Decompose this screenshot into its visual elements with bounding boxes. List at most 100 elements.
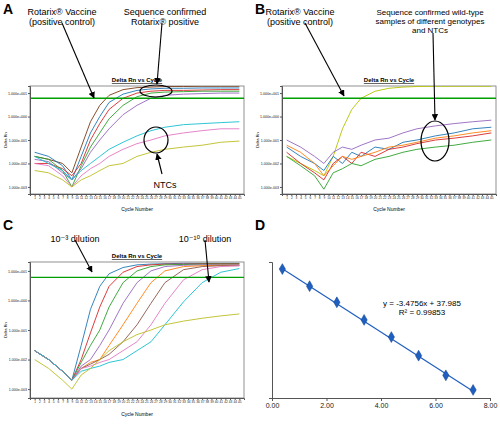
- tick-label: 37: [453, 196, 457, 200]
- annotation-ellipse: [144, 127, 168, 153]
- tick: 6.00: [429, 398, 443, 409]
- data-point: [279, 264, 285, 275]
- plot-frame: [30, 262, 244, 398]
- tick: 39: [210, 398, 214, 404]
- y-axis: [269, 263, 273, 399]
- tick: 1.000e+000: [8, 299, 30, 303]
- annotation-arrow: [75, 240, 92, 272]
- tick-mark: [280, 187, 282, 188]
- panel: 1234567891011121314151617181920212223242…: [3, 217, 245, 417]
- tick-label: 30: [168, 196, 172, 200]
- tick-label: 1.000e-001: [9, 139, 27, 143]
- tick: 11: [80, 398, 84, 404]
- tick: 21: [126, 398, 130, 404]
- tick-label: 2: [39, 196, 41, 200]
- annotation: y = -3.4756x + 37.985R² = 0.99853: [383, 299, 461, 317]
- panel-label: D: [255, 217, 265, 233]
- tick: 35: [444, 194, 448, 200]
- tick-label: 37: [201, 400, 205, 404]
- tick-label: 40: [215, 400, 219, 404]
- tick: 38: [206, 194, 210, 200]
- tick: 23: [136, 398, 140, 404]
- annotation: Sequence confirmedRotarix® positive: [124, 7, 207, 27]
- tick: 1: [286, 194, 288, 200]
- tick: 42: [476, 194, 480, 200]
- tick-label: 42: [224, 196, 228, 200]
- tick-label: 19: [369, 196, 373, 200]
- annotation-arrow: [433, 33, 435, 120]
- tick-label: 36: [196, 400, 200, 404]
- tick-label: 19: [117, 196, 121, 200]
- tick-label: 17: [108, 196, 112, 200]
- tick: 16: [103, 398, 107, 404]
- tick: 35: [192, 194, 196, 200]
- tick: 32: [178, 194, 182, 200]
- tick-label: 24: [140, 196, 144, 200]
- tick-mark: [490, 398, 491, 401]
- tick: 15: [351, 194, 355, 200]
- tick: 30: [168, 398, 172, 404]
- tick-label: 8.00: [484, 402, 498, 409]
- tick-label: 8: [67, 400, 69, 404]
- amplification-curve: [35, 266, 240, 381]
- tick-mark: [28, 271, 30, 272]
- tick: 9: [71, 194, 73, 200]
- panel-label: C: [3, 217, 13, 233]
- tick: 28: [159, 398, 163, 404]
- annotation-line: samples of different genotypes: [376, 17, 485, 26]
- tick-label: 39: [462, 196, 466, 200]
- tick: 24: [392, 194, 396, 200]
- tick: 1.000e-001: [9, 139, 30, 143]
- tick-label: 38: [206, 196, 210, 200]
- tick-label: 9: [323, 196, 325, 200]
- tick-label: 4: [48, 196, 50, 200]
- y-axis-title: Delta Rn: [3, 322, 8, 338]
- tick-label: 22: [131, 196, 135, 200]
- tick-label: 7: [314, 196, 316, 200]
- tick-label: 44: [233, 196, 237, 200]
- tick-mark: [28, 117, 30, 118]
- tick: 1: [34, 398, 36, 404]
- tick: 27: [406, 194, 410, 200]
- amplification-curve: [35, 129, 240, 187]
- tick: 39: [210, 194, 214, 200]
- tick-label: 27: [154, 196, 158, 200]
- tick: 44: [233, 194, 237, 200]
- tick: 23: [136, 194, 140, 200]
- tick: 41: [219, 398, 223, 404]
- tick: 31: [173, 398, 177, 404]
- tick-label: 14: [346, 196, 350, 200]
- tick-label: 34: [439, 196, 443, 200]
- tick-label: 20: [374, 196, 378, 200]
- tick: 41: [471, 194, 475, 200]
- tick: 18: [112, 194, 116, 200]
- tick: 30: [168, 194, 172, 200]
- tick-label: 28: [159, 400, 163, 404]
- annotation-arrow: [305, 23, 344, 96]
- amplification-curve: [35, 314, 240, 389]
- tick-label: 32: [430, 196, 434, 200]
- axis-line: [269, 263, 273, 399]
- annotation-arrow: [157, 154, 162, 174]
- tick-label: 39: [210, 400, 214, 404]
- tick-mark: [327, 398, 328, 401]
- tick: 26: [402, 194, 406, 200]
- tick-label: 6.00: [429, 402, 443, 409]
- tick: 15: [99, 194, 103, 200]
- annotation-line: 10⁻³ dilution: [51, 234, 100, 244]
- tick-label: 28: [159, 196, 163, 200]
- tick: 40: [215, 194, 219, 200]
- tick: 40: [215, 398, 219, 404]
- tick-label: 9: [71, 196, 73, 200]
- tick: 2: [39, 398, 41, 404]
- data-point: [334, 297, 340, 308]
- annotation: Rotarix® Vaccine(positive control): [28, 7, 97, 27]
- annotation-line: and NTCs: [412, 26, 448, 35]
- tick-label: 15: [99, 196, 103, 200]
- tick: 1.000e-001: [261, 139, 282, 143]
- tick-label: 26: [150, 400, 154, 404]
- annotation: NTCs: [154, 180, 177, 190]
- tick: 6: [310, 194, 312, 200]
- annotation-ellipse: [140, 85, 172, 97]
- tick: 10: [327, 194, 331, 200]
